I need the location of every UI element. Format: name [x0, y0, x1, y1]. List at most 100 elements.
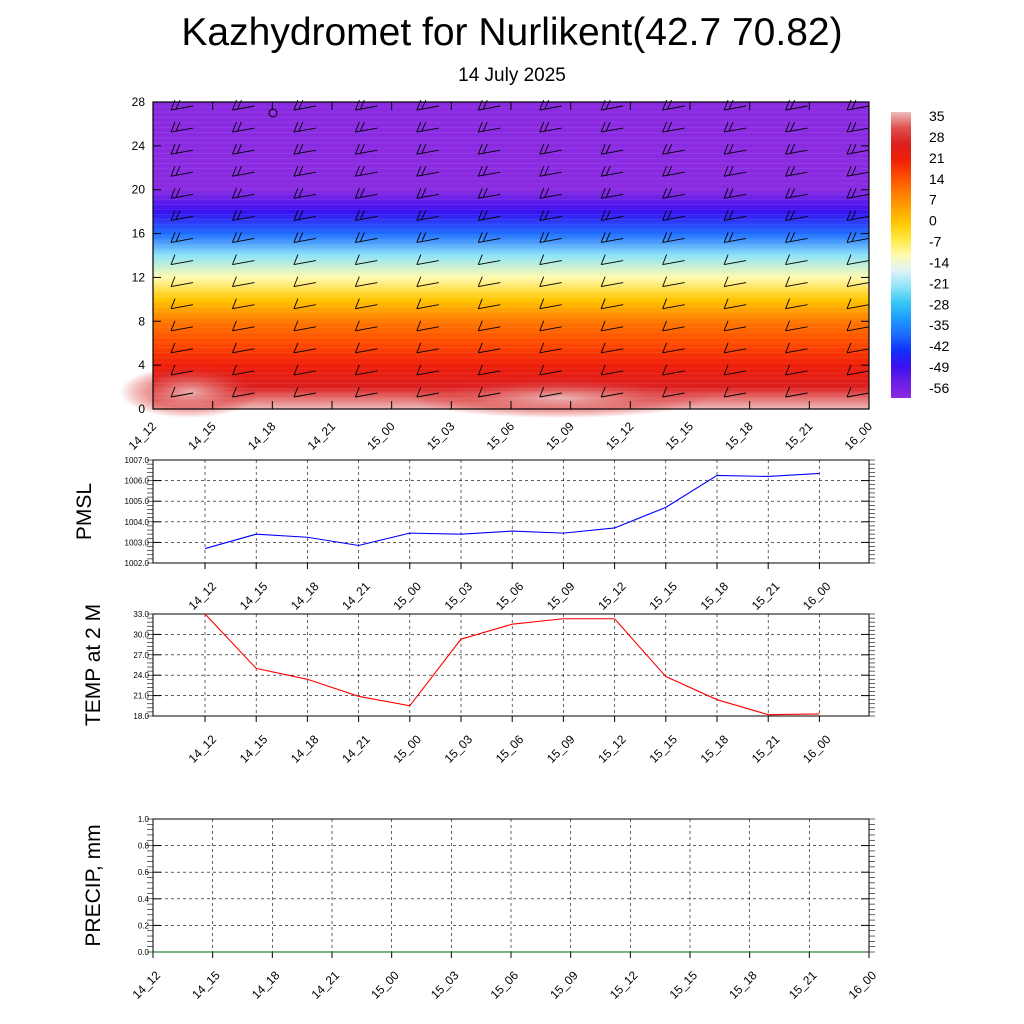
- wind-barb: [293, 386, 316, 398]
- wind-barb: [846, 121, 870, 133]
- x-tick-label: 14_15: [237, 579, 271, 613]
- wind-barb: [293, 232, 316, 243]
- wind-barb: [354, 320, 378, 332]
- y-tick-label: 18.0: [133, 712, 149, 721]
- page-subtitle: 14 July 2025: [458, 65, 566, 86]
- x-tick-label: 15_12: [595, 579, 629, 613]
- wind-barb: [170, 342, 194, 354]
- wind-barb: [723, 298, 747, 310]
- wind-barb: [539, 386, 562, 398]
- x-tick-label: 15_03: [428, 968, 462, 1002]
- wind-barb: [477, 342, 501, 354]
- y-tick-label: 0.2: [138, 921, 150, 930]
- wind-barb: [662, 364, 685, 376]
- wind-barb: [477, 364, 501, 376]
- colorbar-label: 35: [929, 108, 945, 124]
- wind-barb: [416, 166, 439, 177]
- y-tick-label: 27.0: [133, 651, 149, 660]
- x-tick-label: 15_09: [544, 579, 578, 613]
- y-tick-label: 24.0: [133, 671, 149, 680]
- y-axis-label: PMSL: [73, 483, 96, 540]
- wind-barb: [232, 210, 255, 221]
- colorbar-label: -14: [929, 254, 949, 270]
- wind-barb: [232, 232, 255, 243]
- wind-barb: [662, 342, 685, 354]
- wind-barb: [785, 342, 808, 354]
- wind-barb: [846, 188, 870, 199]
- x-tick-label: 16_00: [846, 968, 880, 1002]
- x-tick-label: 15_00: [364, 419, 398, 453]
- colorbar: 35 28 21 14 7 0 -7 -14 -21 -28 -35 -42 -49 -56: [891, 108, 949, 398]
- wind-barb: [539, 342, 562, 354]
- wind-barb: [846, 364, 870, 376]
- wind-barb: [723, 342, 747, 354]
- wind-barb: [723, 166, 747, 177]
- wind-barb: [846, 320, 870, 332]
- x-tick-label: 15_06: [484, 419, 518, 453]
- wind-barb: [600, 342, 624, 354]
- wind-barb: [846, 143, 870, 155]
- y-tick-label: 1004.0: [125, 518, 150, 527]
- wind-barb: [600, 232, 624, 243]
- colorbar-label: -21: [929, 275, 949, 291]
- wind-barb: [477, 121, 501, 133]
- wind-barb: [416, 232, 439, 243]
- x-tick-label: 15_06: [493, 579, 527, 613]
- y-tick-label: 0.6: [138, 868, 150, 877]
- wind-barb: [232, 121, 255, 133]
- x-tick-label: 14_18: [288, 732, 322, 766]
- wind-barb: [539, 320, 562, 332]
- colorbar-fill: [891, 112, 911, 398]
- wind-barb: [600, 298, 624, 310]
- wind-barb: [846, 210, 870, 221]
- wind-barb: [293, 121, 316, 133]
- wind-barb: [416, 364, 439, 376]
- y-tick-label: 0.0: [138, 948, 150, 957]
- wind-barb: [662, 143, 685, 155]
- wind-barb: [846, 232, 870, 243]
- wind-barb: [477, 320, 501, 332]
- wind-barb: [539, 276, 562, 288]
- y-tick-label: 1005.0: [125, 497, 150, 506]
- cross-section-panel: 0 4 8 12 16 20 24 28 14_12 14_15 14_18 14_21 15_00 15…: [120, 95, 875, 453]
- y-tick-label: 12: [132, 270, 146, 284]
- wind-barb: [785, 386, 808, 398]
- calm-wind-circle: [268, 108, 278, 118]
- wind-barb: [723, 143, 747, 155]
- y-tick-label: 21.0: [133, 692, 149, 701]
- x-tick-label: 15_12: [595, 732, 629, 766]
- wind-barb: [416, 254, 439, 265]
- wind-barb: [293, 210, 316, 221]
- wind-barb: [662, 320, 685, 332]
- x-tick-label: 15_12: [603, 419, 637, 453]
- x-tick-label: 16_00: [842, 419, 876, 453]
- wind-barb: [170, 364, 194, 376]
- y-tick-label: 0: [138, 402, 145, 416]
- wind-barb: [723, 320, 747, 332]
- colorbar-label: 21: [929, 150, 945, 166]
- wind-barb: [293, 364, 316, 376]
- y-tick-label: 1002.0: [125, 559, 150, 568]
- wind-barb: [662, 188, 685, 199]
- wind-barb: [477, 143, 501, 155]
- page-title: Kazhydromet for Nurlikent(42.7 70.82): [181, 11, 843, 54]
- wind-barb: [354, 188, 378, 199]
- wind-barb: [293, 188, 316, 199]
- x-tick-label: 15_12: [607, 968, 641, 1002]
- colorbar-label: 7: [929, 192, 937, 208]
- wind-barb: [416, 143, 439, 155]
- x-tick-label: 15_15: [663, 419, 697, 453]
- wind-barb: [416, 298, 439, 310]
- wind-barb: [232, 342, 255, 354]
- wind-barb: [662, 276, 685, 288]
- wind-barb: [416, 276, 439, 288]
- y-tick-label: 0.4: [138, 895, 150, 904]
- x-tick-label: 15_15: [646, 579, 680, 613]
- wind-barb: [170, 254, 194, 265]
- colorbar-label: -42: [929, 338, 949, 354]
- wind-barb: [416, 320, 439, 332]
- wind-barb: [600, 254, 624, 265]
- x-tick-label: 15_03: [442, 732, 476, 766]
- x-tick-label: 14_15: [237, 732, 271, 766]
